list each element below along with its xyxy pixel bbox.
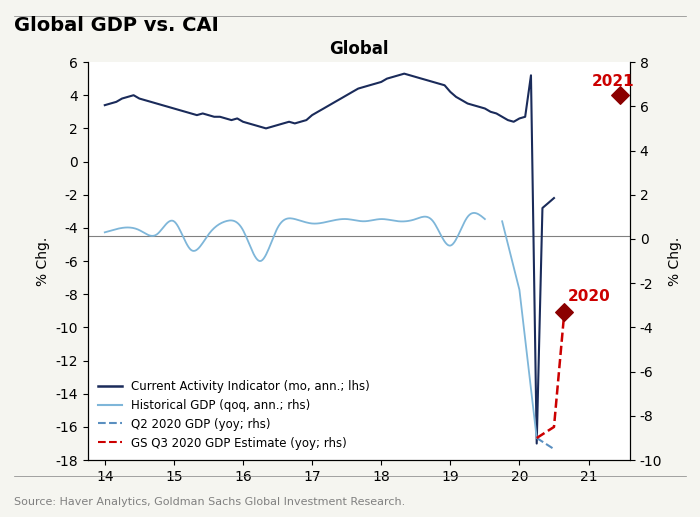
Text: Global GDP vs. CAI: Global GDP vs. CAI — [14, 16, 218, 35]
Text: 2021: 2021 — [592, 74, 635, 89]
Point — [614, 91, 625, 99]
Y-axis label: % Chg.: % Chg. — [36, 236, 50, 286]
Point — [559, 308, 570, 316]
Text: Global: Global — [329, 40, 389, 58]
Legend: Current Activity Indicator (mo, ann.; lhs), Historical GDP (qoq, ann.; rhs), Q2 : Current Activity Indicator (mo, ann.; lh… — [93, 375, 375, 454]
Y-axis label: % Chg.: % Chg. — [668, 236, 682, 286]
Text: Source: Haver Analytics, Goldman Sachs Global Investment Research.: Source: Haver Analytics, Goldman Sachs G… — [14, 497, 405, 507]
Text: 2020: 2020 — [568, 289, 610, 304]
